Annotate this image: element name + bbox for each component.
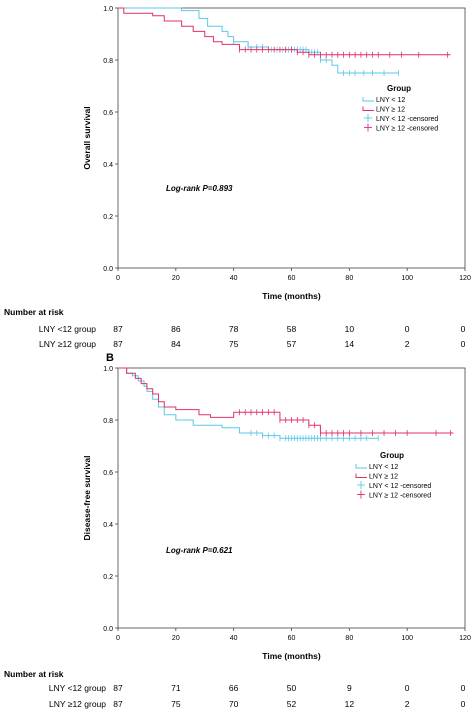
risk-value: 58 xyxy=(287,324,297,334)
risk-value: 2 xyxy=(405,339,410,349)
legend-entry: LNY ≥ 12 -censored xyxy=(376,126,438,133)
series-line xyxy=(118,7,451,56)
y-tick-label: 0.4 xyxy=(103,522,113,529)
legend-entry: LNY < 12 xyxy=(369,464,398,471)
risk-value: 10 xyxy=(345,324,355,334)
y-tick-label: 0.0 xyxy=(103,626,113,633)
risk-value: 0 xyxy=(461,683,466,693)
x-tick-label: 20 xyxy=(172,635,180,642)
x-tick-label: 120 xyxy=(459,275,471,282)
risk-row-label: LNY ≥12 group xyxy=(39,339,96,349)
risk-value: 14 xyxy=(345,339,355,349)
risk-value: 87 xyxy=(113,324,123,334)
y-tick-label: 1.0 xyxy=(103,366,113,373)
risk-value: 0 xyxy=(461,339,466,349)
y-tick-label: 1.0 xyxy=(103,6,113,13)
logrank-annotation: Log-rank P=0.621 xyxy=(166,546,233,555)
y-axis-label: Disease-free survival xyxy=(82,455,92,540)
risk-row-label: LNY <12 group xyxy=(49,683,107,693)
risk-row-label: LNY <12 group xyxy=(39,324,97,334)
risk-value: 9 xyxy=(347,683,352,693)
risk-value: 50 xyxy=(287,683,297,693)
series-line xyxy=(118,367,379,439)
x-tick-label: 60 xyxy=(288,275,296,282)
y-tick-label: 0.2 xyxy=(103,214,113,221)
y-tick-label: 0.8 xyxy=(103,418,113,425)
risk-value: 84 xyxy=(171,339,181,349)
y-tick-label: 0.6 xyxy=(103,470,113,477)
risk-value: 0 xyxy=(405,324,410,334)
risk-table-title: Number at risk xyxy=(4,307,64,317)
x-tick-label: 20 xyxy=(172,275,180,282)
legend-swatch-line xyxy=(362,97,374,102)
y-tick-label: 0.4 xyxy=(103,162,113,169)
risk-value: 86 xyxy=(171,324,181,334)
x-tick-label: 60 xyxy=(288,635,296,642)
y-tick-label: 0.0 xyxy=(103,266,113,273)
risk-value: 12 xyxy=(345,699,355,709)
x-tick-label: 100 xyxy=(401,275,413,282)
risk-value: 78 xyxy=(229,324,239,334)
legend-swatch-line xyxy=(362,106,374,111)
legend-entry: LNY < 12 -censored xyxy=(369,483,431,490)
x-axis-label: Time (months) xyxy=(262,651,321,661)
risk-value: 66 xyxy=(229,683,239,693)
legend-swatch-line xyxy=(355,464,367,469)
risk-table-title: Number at risk xyxy=(4,669,64,679)
legend-title: Group xyxy=(380,451,404,460)
risk-value: 87 xyxy=(113,339,123,349)
risk-value: 0 xyxy=(405,683,410,693)
x-tick-label: 40 xyxy=(230,275,238,282)
legend-entry: LNY ≥ 12 xyxy=(376,107,405,114)
risk-value: 0 xyxy=(461,699,466,709)
y-tick-label: 0.6 xyxy=(103,110,113,117)
legend-entry: LNY ≥ 12 xyxy=(369,474,398,481)
x-axis-label: Time (months) xyxy=(262,291,321,301)
series-line xyxy=(118,7,399,74)
risk-value: 0 xyxy=(461,324,466,334)
x-tick-label: 80 xyxy=(345,635,353,642)
risk-value: 2 xyxy=(405,699,410,709)
logrank-annotation: Log-rank P=0.893 xyxy=(166,184,233,193)
y-tick-label: 0.8 xyxy=(103,58,113,65)
legend-entry: LNY < 12 xyxy=(376,97,405,104)
x-tick-label: 120 xyxy=(459,635,471,642)
panel-label: B xyxy=(106,352,114,364)
risk-value: 87 xyxy=(113,683,123,693)
y-tick-label: 0.2 xyxy=(103,574,113,581)
x-tick-label: 100 xyxy=(401,635,413,642)
x-tick-label: 40 xyxy=(230,635,238,642)
x-tick-label: 80 xyxy=(345,275,353,282)
risk-value: 75 xyxy=(229,339,239,349)
legend-entry: LNY ≥ 12 -censored xyxy=(369,493,431,500)
x-tick-label: 0 xyxy=(116,275,120,282)
risk-value: 70 xyxy=(229,699,239,709)
risk-value: 87 xyxy=(113,699,123,709)
legend-title: Group xyxy=(387,84,411,93)
legend-swatch-line xyxy=(355,473,367,478)
risk-row-label: LNY ≥12 group xyxy=(49,699,106,709)
risk-value: 71 xyxy=(171,683,181,693)
x-tick-label: 0 xyxy=(116,635,120,642)
risk-value: 75 xyxy=(171,699,181,709)
legend-entry: LNY < 12 -censored xyxy=(376,116,438,123)
risk-value: 57 xyxy=(287,339,297,349)
y-axis-label: Overall survival xyxy=(82,106,92,169)
risk-value: 52 xyxy=(287,699,297,709)
series-line xyxy=(118,367,454,434)
